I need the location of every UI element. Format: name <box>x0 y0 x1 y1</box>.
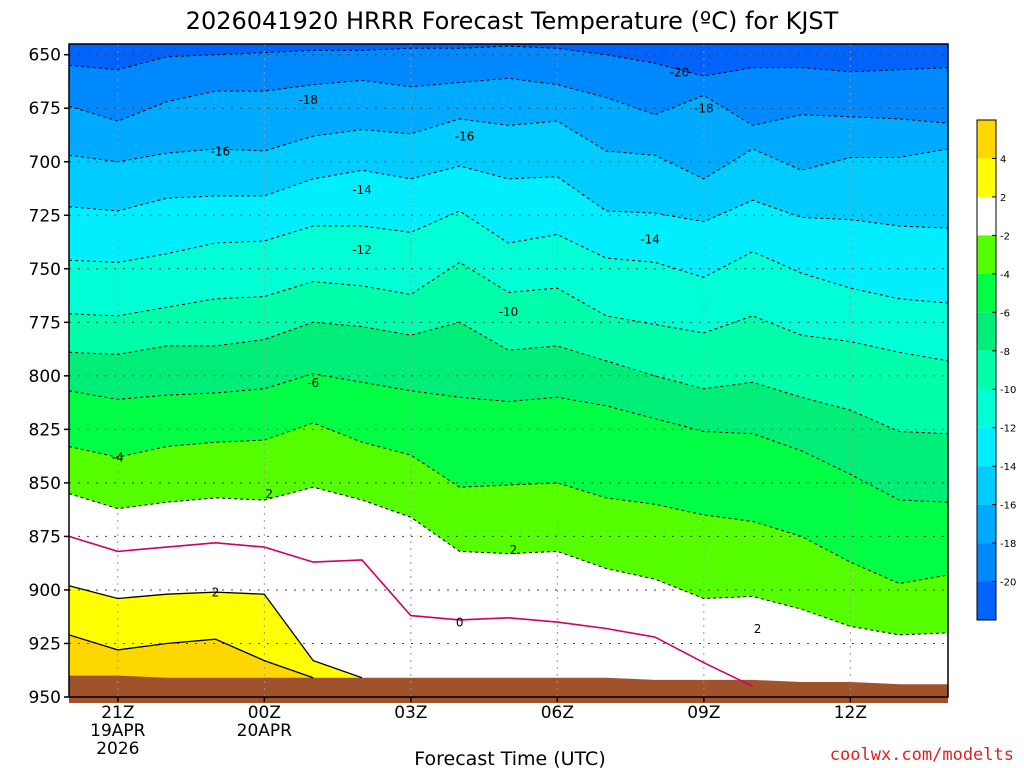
colorbar-swatch <box>977 196 996 236</box>
contour-label-text: -6 <box>307 376 319 390</box>
ground-terrain <box>69 675 948 703</box>
x-tick-label: 00Z <box>248 703 281 723</box>
colorbar-label: -18 <box>1000 539 1016 550</box>
contour-label: -20 <box>670 65 690 79</box>
contour-label-text: -16 <box>455 130 475 144</box>
colorbar-swatch <box>977 273 996 313</box>
y-tick-label: 825 <box>29 420 61 440</box>
contour-label-text: 2 <box>212 586 220 600</box>
x-tick-label: 2026 <box>96 739 139 759</box>
contour-label: -18 <box>694 102 714 116</box>
contour-label: -16 <box>455 130 475 144</box>
isotherm--12 <box>68 210 949 304</box>
colorbar-swatch <box>977 543 996 582</box>
axes: 650 675 700 725 750 775 800 825 850 875 900 925 950 2… <box>29 43 949 759</box>
freezing-line <box>68 535 754 688</box>
x-tick-label: 09Z <box>687 703 720 723</box>
x-tick-label: 12Z <box>834 703 867 723</box>
colorbar-label: -6 <box>1000 308 1010 319</box>
contour-label: 2 <box>265 487 273 501</box>
contour-label: -4 <box>112 451 124 465</box>
colorbar-label: -12 <box>1000 424 1016 435</box>
isotherm--6 <box>68 373 949 503</box>
colorbar-swatch <box>977 581 996 620</box>
x-tick-label: 21Z <box>101 703 134 723</box>
x-tick-label: 06Z <box>541 703 574 723</box>
contour-label-text: -10 <box>499 305 519 319</box>
y-tick-label: 900 <box>29 581 61 601</box>
colorbar-swatch <box>977 235 996 274</box>
colorbar-swatch <box>977 350 996 390</box>
contour-label-text: -14 <box>640 232 660 246</box>
y-tick-label: 925 <box>29 634 61 654</box>
colorbar-label: 4 <box>1000 154 1006 165</box>
y-tick-label: 950 <box>29 688 61 708</box>
contour-label-text: 2 <box>265 487 273 501</box>
colorbar-label: -10 <box>1000 385 1016 396</box>
contour-label: -6 <box>307 376 319 390</box>
contour-label: -16 <box>211 145 231 159</box>
colorbar-label: -2 <box>1000 231 1010 242</box>
contour-label: 2 <box>754 622 762 636</box>
colorbar-label: -20 <box>1000 578 1016 589</box>
y-tick-label: 700 <box>29 153 61 173</box>
y-tick-label: 675 <box>29 99 61 119</box>
contour-label: 2 <box>212 586 220 600</box>
contour-label-text: -14 <box>352 183 372 197</box>
chart-title: 2026041920 HRRR Forecast Temperature (ºC… <box>186 7 839 35</box>
contour-label: -14 <box>640 232 660 246</box>
isotherm--20 <box>68 45 949 77</box>
contour-label: 2 <box>510 543 518 557</box>
x-axis-label: Forecast Time (UTC) <box>414 748 605 768</box>
colorbar-label: 2 <box>1000 193 1006 204</box>
colorbar-swatch <box>977 158 996 197</box>
isotherm-plus-2 <box>68 585 363 679</box>
colorbar: 4 2 -2 -4 -6 -8 -10 -12 -14 -16 -18 -20 <box>976 119 1016 621</box>
y-tick-label: 750 <box>29 260 61 280</box>
contour-label-text: -18 <box>694 102 714 116</box>
colorbar-frame <box>976 119 997 621</box>
colorbar-swatch <box>977 466 996 505</box>
colorbar-label: -16 <box>1000 501 1016 512</box>
colorbar-swatch <box>977 427 996 467</box>
colorbar-label: -4 <box>1000 270 1010 281</box>
contour-label-text: -18 <box>298 93 318 107</box>
credit-text: coolwx.com/modelts <box>830 745 1014 765</box>
contour-label: 0 <box>456 616 464 630</box>
colorbar-label: -8 <box>1000 347 1010 358</box>
contour-label-text: 0 <box>456 616 464 630</box>
contour-label-text: -20 <box>670 65 690 79</box>
y-tick-label: 800 <box>29 367 61 387</box>
contour-label-text: -16 <box>211 145 231 159</box>
colorbar-swatch <box>977 504 996 544</box>
colorbar-label: -14 <box>1000 462 1016 473</box>
x-tick-label: 19APR <box>90 721 146 741</box>
isotherm-plus-4 <box>68 634 314 679</box>
y-tick-label: 775 <box>29 313 61 333</box>
y-tick-label: 725 <box>29 206 61 226</box>
colorbar-swatch <box>977 312 996 351</box>
contour-label: -10 <box>499 305 519 319</box>
x-tick-label: 03Z <box>394 703 427 723</box>
y-tick-label: 650 <box>29 46 61 66</box>
contour-label-text: 2 <box>754 622 762 636</box>
x-tick-label: 20APR <box>237 721 293 741</box>
y-tick-label: 875 <box>29 527 61 547</box>
contour-label-text: -12 <box>352 243 372 257</box>
contour-label: -12 <box>352 243 372 257</box>
colorbar-swatch <box>977 120 996 159</box>
colorbar-swatch <box>977 389 996 428</box>
contour-label-text: -4 <box>112 451 124 465</box>
isotherm--16 <box>68 118 949 180</box>
plot-frame <box>68 43 949 698</box>
contour-label: -18 <box>298 93 318 107</box>
y-tick-label: 850 <box>29 474 61 494</box>
plot-area: -20 -18 -18 -16 -16 -14 -14 -12 -10 -6 -4 2 2 2 0 2 <box>68 44 949 703</box>
contour-label-text: 2 <box>510 543 518 557</box>
isotherm--10 <box>68 261 949 362</box>
contour-label: -14 <box>352 183 372 197</box>
